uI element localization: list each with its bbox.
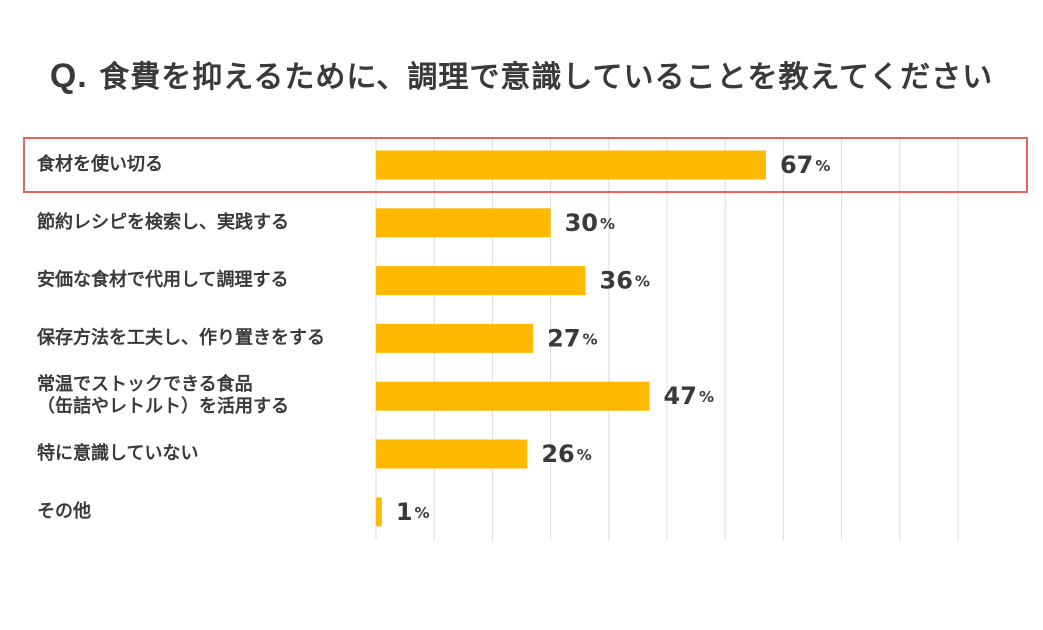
value-label: 27% xyxy=(547,324,597,352)
chart-title: Q. 食費を抑えるために、調理で意識していることを教えてください xyxy=(0,52,1043,96)
bar xyxy=(376,497,382,527)
chart-title-text: 食費を抑えるために、調理で意識していることを教えてください xyxy=(99,60,994,95)
bar xyxy=(376,439,528,469)
bar xyxy=(376,323,534,353)
category-label: （缶詰やレトルト）を活用する xyxy=(37,395,289,417)
category-label: 節約レシピを検索し、実践する xyxy=(37,211,289,233)
category-label: 常温でストックできる食品 xyxy=(37,373,253,395)
category-label: 保存方法を工夫し、作り置きをする xyxy=(36,326,325,348)
bar xyxy=(376,381,650,411)
category-label: 特に意識していない xyxy=(37,442,198,464)
highlight-box xyxy=(23,137,1028,193)
bar xyxy=(376,266,586,296)
value-label: 36% xyxy=(600,267,650,295)
chart-title-prefix: Q. xyxy=(49,57,88,95)
bar xyxy=(376,150,766,180)
category-label: 安価な食材で代用して調理する xyxy=(37,269,288,291)
category-label: その他 xyxy=(37,500,91,522)
value-label: 26% xyxy=(541,440,591,468)
category-label: 食材を使い切る xyxy=(36,153,163,175)
bar xyxy=(376,208,551,238)
value-label: 47% xyxy=(664,382,714,410)
value-label: 1% xyxy=(396,498,430,526)
value-label: 67% xyxy=(780,151,830,179)
value-label: 30% xyxy=(565,209,615,237)
